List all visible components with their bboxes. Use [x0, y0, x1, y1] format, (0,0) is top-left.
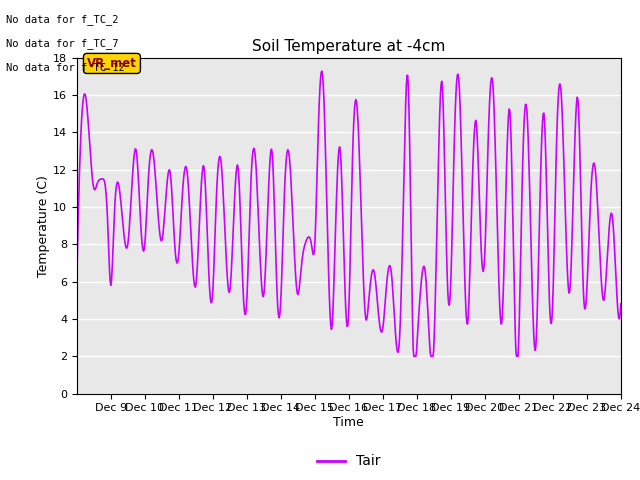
X-axis label: Time: Time	[333, 416, 364, 429]
Text: No data for f_TC_2: No data for f_TC_2	[6, 14, 119, 25]
Y-axis label: Temperature (C): Temperature (C)	[37, 175, 50, 276]
Text: No data for f_TC_12: No data for f_TC_12	[6, 62, 125, 73]
Text: VR_met: VR_met	[87, 57, 137, 70]
Title: Soil Temperature at -4cm: Soil Temperature at -4cm	[252, 39, 445, 54]
Legend: Tair: Tair	[312, 449, 386, 474]
Text: No data for f_TC_7: No data for f_TC_7	[6, 38, 119, 49]
